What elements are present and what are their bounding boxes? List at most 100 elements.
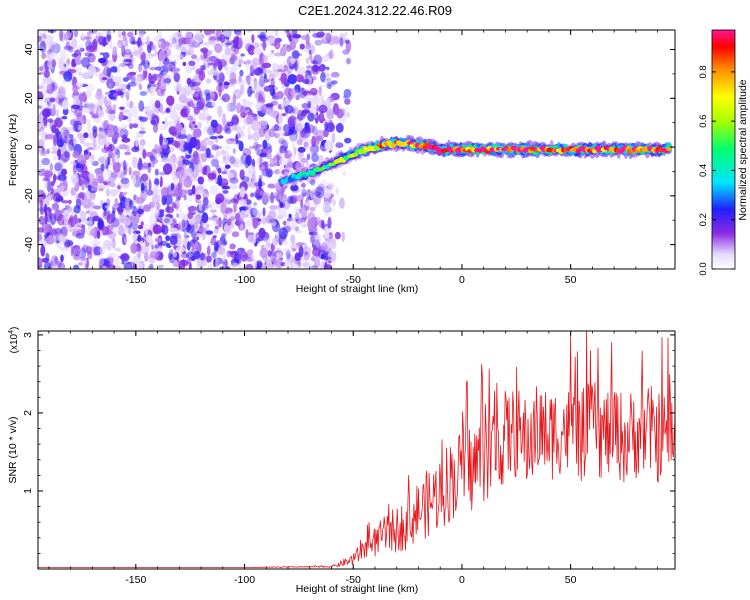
noise-speckle-dot [293, 262, 299, 269]
noise-speckle-dot [281, 240, 289, 246]
noise-speckle-dot [97, 133, 104, 140]
noise-speckle-dot [44, 170, 54, 178]
noise-speckle-dot [83, 132, 89, 139]
noise-speckle-dot [269, 157, 276, 167]
noise-speckle-dot [275, 91, 284, 100]
noise-speckle-dot [163, 69, 167, 79]
noise-speckle-dot [266, 111, 273, 115]
noise-speckle-dot [215, 193, 225, 204]
noise-speckle-dot [167, 184, 172, 195]
noise-speckle-dot [186, 106, 192, 117]
noise-speckle-dot [277, 68, 286, 73]
noise-speckle-dot [240, 130, 244, 137]
noise-speckle-dot [259, 31, 267, 41]
noise-speckle-dot [297, 132, 302, 145]
noise-speckle-dot [235, 252, 242, 262]
noise-speckle-dot [210, 67, 218, 77]
noise-speckle-dot [275, 248, 282, 254]
noise-speckle-dot [98, 35, 105, 45]
noise-speckle-dot [135, 76, 142, 87]
noise-speckle-dot [59, 136, 63, 146]
spectrogram-x-label: Height of straight line (km) [296, 283, 419, 295]
x-tick-label: -100 [234, 274, 255, 286]
noise-speckle-dot [269, 110, 275, 118]
noise-speckle-dot [189, 117, 197, 122]
noise-speckle-dot [310, 91, 318, 96]
noise-speckle-dot [299, 43, 305, 50]
noise-speckle-dot [159, 176, 163, 188]
noise-speckle-dot [84, 176, 90, 188]
noise-speckle-dot [106, 124, 116, 134]
noise-speckle-dot [174, 41, 181, 50]
noise-speckle-dot [107, 171, 111, 178]
noise-speckle-dot [160, 186, 169, 198]
noise-speckle-dot [258, 178, 262, 190]
noise-speckle-dot [291, 153, 296, 160]
noise-speckle-dot [138, 130, 146, 134]
noise-speckle-dot [38, 227, 45, 233]
noise-speckle-dot [188, 125, 193, 129]
noise-speckle-dot [199, 54, 204, 60]
noise-speckle-dot [295, 217, 303, 224]
noise-speckle-dot [52, 103, 56, 116]
noise-speckle-dot [215, 219, 222, 225]
noise-speckle-dot [310, 256, 316, 262]
noise-speckle-dot [155, 145, 163, 153]
noise-speckle-dot [328, 49, 334, 60]
noise-speckle-dot [83, 149, 89, 155]
noise-speckle-dot [300, 217, 307, 223]
noise-speckle-dot [230, 69, 238, 76]
noise-speckle-dot [106, 37, 111, 42]
noise-speckle-dot [96, 184, 106, 192]
noise-speckle-dot [245, 75, 250, 83]
noise-speckle-dot [279, 145, 287, 154]
noise-speckle-dot [305, 33, 310, 45]
noise-speckle-dot [62, 136, 69, 144]
noise-speckle-dot [128, 224, 132, 236]
noise-speckle-dot [181, 218, 186, 230]
noise-speckle-dot [256, 67, 264, 71]
spectrogram-panel: -150 -100 -50 0 50 -40 -20 0 20 40 Height of stra… [7, 29, 676, 295]
colorbar: 0.0 0.2 0.4 0.6 0.8 Normalized spectral ampl… [698, 29, 749, 276]
noise-speckle-dot [188, 60, 196, 67]
noise-speckle-dot [140, 221, 144, 226]
noise-speckle-dot [301, 188, 307, 198]
noise-speckle-dot [80, 118, 85, 125]
colorbar-gradient [711, 29, 736, 270]
noise-speckle-dot [261, 217, 267, 225]
noise-speckle-dot [311, 265, 318, 269]
noise-speckle-dot [130, 214, 140, 225]
noise-speckle-dot [81, 199, 89, 205]
noise-speckle-dot [196, 190, 206, 196]
noise-speckle-dot [140, 190, 147, 202]
noise-speckle-dot [256, 30, 264, 36]
noise-speckle-dot [87, 121, 92, 133]
noise-speckle-dot [250, 207, 258, 218]
noise-speckle-dot [244, 210, 249, 216]
noise-speckle-dot [117, 30, 122, 39]
noise-speckle-dot [98, 187, 104, 192]
noise-speckle-dot [318, 219, 325, 229]
noise-speckle-dot [278, 227, 288, 240]
noise-speckle-dot [133, 194, 137, 201]
noise-speckle-dot [231, 231, 240, 238]
noise-speckle-dot [41, 108, 51, 118]
noise-speckle-dot [290, 184, 299, 192]
noise-speckle-dot [102, 210, 112, 220]
noise-speckle-dot [76, 81, 84, 87]
noise-speckle-dot [38, 105, 42, 109]
noise-speckle-dot [109, 240, 115, 249]
y-tick-label: 20 [23, 92, 35, 104]
noise-speckle-dot [222, 250, 226, 263]
noise-speckle-dot [61, 200, 70, 204]
noise-speckle-dot [63, 253, 67, 258]
noise-speckle-dot [195, 236, 200, 241]
noise-speckle-dot [179, 169, 186, 182]
noise-speckle-dot [169, 227, 178, 233]
noise-speckle-dot [111, 228, 120, 233]
noise-speckle-dot [90, 154, 95, 160]
noise-speckle-dot [226, 101, 230, 113]
noise-speckle-dot [341, 171, 347, 176]
noise-speckle-dot [294, 122, 303, 133]
